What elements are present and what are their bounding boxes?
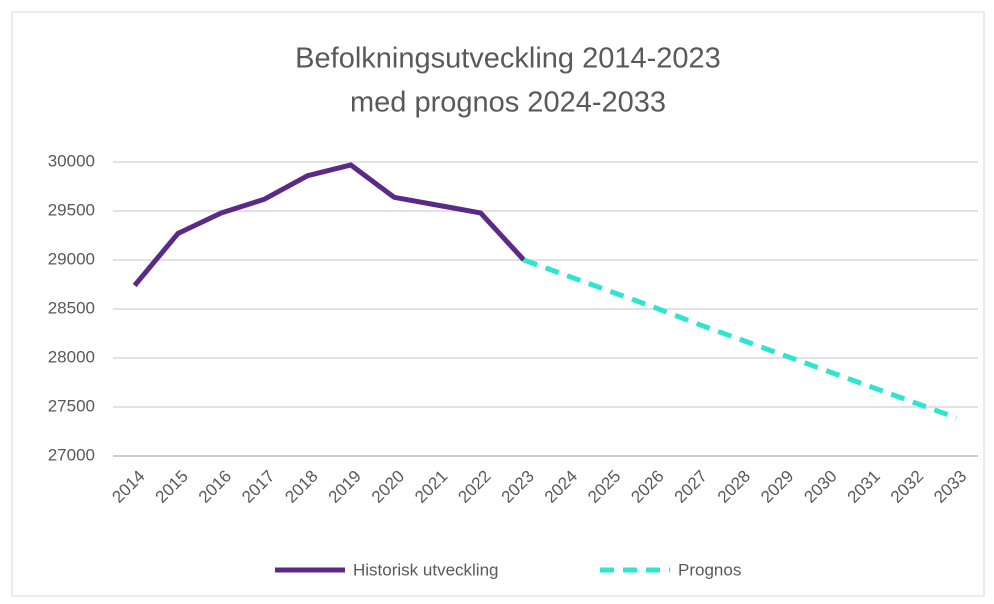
y-tick-label: 29000 [48,249,95,268]
chart-title: Befolkningsutveckling 2014-2023 [295,43,721,75]
y-tick-label: 27500 [48,396,95,415]
y-tick-label: 28500 [48,298,95,317]
y-tick-label: 29500 [48,200,95,219]
legend-label: Prognos [678,560,741,579]
legend-label: Historisk utveckling [353,560,499,579]
series-line [523,257,958,421]
chart-title: med prognos 2024-2033 [350,87,666,119]
y-tick-label: 28000 [48,347,95,366]
y-tick-label: 30000 [48,151,95,170]
chart-border [11,11,985,597]
series-line [132,162,526,288]
y-tick-label: 27000 [48,445,95,464]
